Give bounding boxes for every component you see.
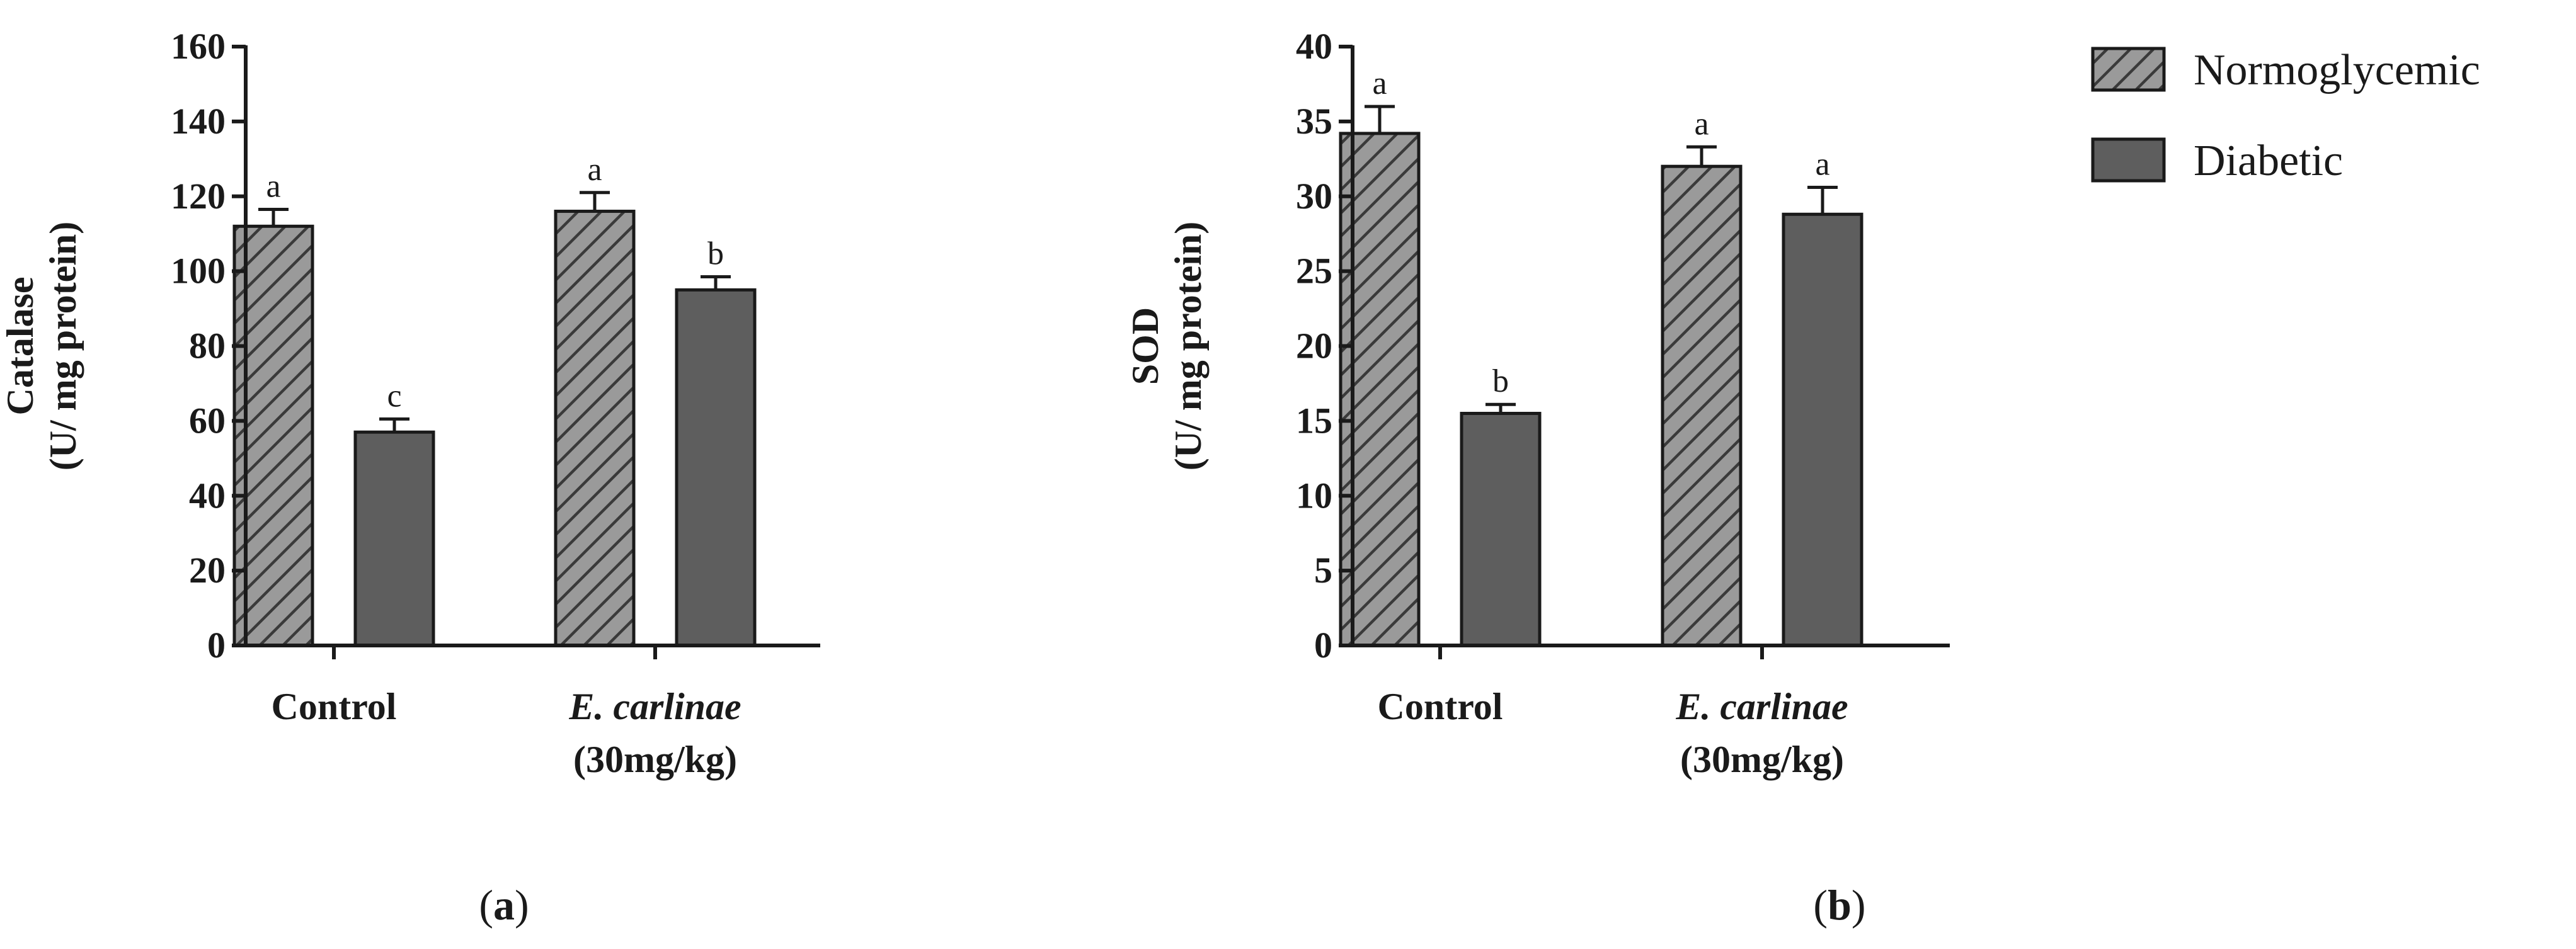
panel-label: (b) (1813, 881, 1865, 929)
x-category-label: E. carlinae (1675, 686, 1848, 727)
y-tick-label: 140 (171, 101, 226, 142)
y-tick-label: 0 (207, 625, 226, 666)
y-tick-label: 10 (1296, 475, 1332, 516)
x-category-label: Control (1378, 686, 1503, 727)
y-tick-label: 100 (171, 251, 226, 292)
y-tick-label: 40 (1296, 26, 1332, 67)
significance-label: a (587, 152, 602, 188)
y-axis-title: Catalase (0, 277, 41, 416)
significance-label: a (266, 169, 280, 205)
panel-label: (a) (479, 881, 529, 929)
y-tick-label: 0 (1314, 625, 1332, 666)
bar-diabetic-1 (675, 288, 757, 647)
bar-diabetic-1 (1782, 212, 1863, 647)
y-tick-label: 20 (189, 550, 226, 591)
x-category-label: Control (272, 686, 397, 727)
significance-label: a (1372, 65, 1387, 101)
x-category-label: E. carlinae (568, 686, 741, 727)
legend: Normoglycemic Diabetic (2091, 46, 2480, 185)
y-axis-subtitle: (U/ mg protein) (1167, 222, 1209, 471)
legend-swatch-diabetic (2091, 137, 2166, 183)
legend-label: Normoglycemic (2194, 46, 2480, 94)
bar-normoglycemic-1 (1661, 164, 1743, 647)
significance-label: c (387, 378, 401, 414)
bar-diabetic-0 (353, 430, 435, 647)
y-tick-label: 20 (1296, 326, 1332, 367)
y-tick-label: 80 (189, 326, 226, 367)
chart-panel-a: a a c b 0 20 40 60 80 100 120 140 160 Control E. carli… (0, 26, 820, 929)
y-tick-label: 5 (1314, 550, 1332, 591)
significance-label: b (707, 236, 724, 272)
y-axis-subtitle: (U/ mg protein) (42, 222, 84, 471)
y-tick-label: 25 (1296, 251, 1332, 292)
y-tick-label: 30 (1296, 176, 1332, 217)
y-tick-label: 40 (189, 475, 226, 516)
bar-normoglycemic-1 (554, 210, 636, 647)
significance-label: a (1694, 106, 1709, 142)
y-tick-label: 35 (1296, 101, 1332, 142)
y-tick-label: 15 (1296, 400, 1332, 441)
x-category-sublabel: (30mg/kg) (573, 739, 737, 780)
y-tick-label: 60 (189, 400, 226, 441)
legend-swatch-normoglycemic (2091, 47, 2166, 92)
y-tick-label: 160 (171, 26, 226, 67)
bar-diabetic-0 (1460, 411, 1542, 647)
x-category-sublabel: (30mg/kg) (1680, 739, 1844, 780)
significance-label: a (1815, 146, 1829, 182)
chart-panel-b: a a b a 0 5 10 15 20 25 30 35 40 Control E. carlinae (3… (1125, 26, 1950, 929)
y-axis-title: SOD (1125, 307, 1166, 385)
legend-label: Diabetic (2194, 137, 2343, 185)
significance-label: b (1492, 363, 1509, 399)
y-tick-label: 120 (171, 176, 226, 217)
